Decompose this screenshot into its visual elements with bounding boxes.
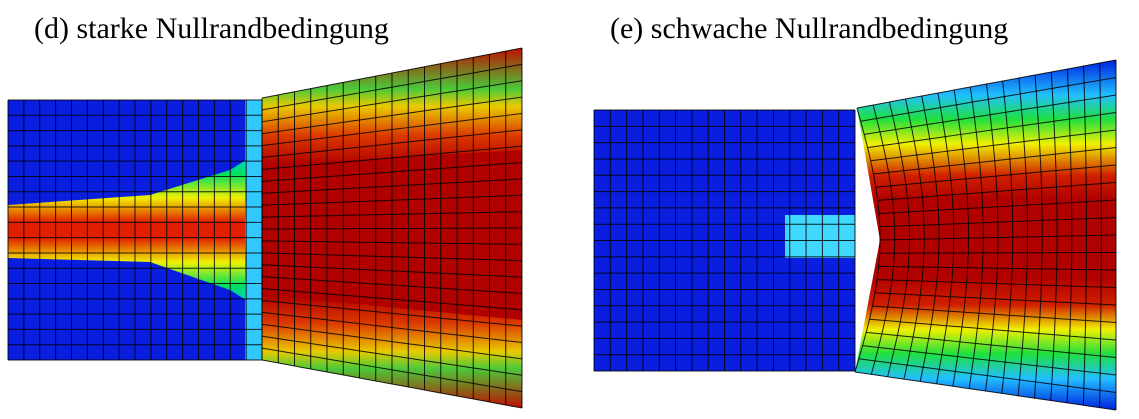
mesh-line: [877, 279, 1117, 288]
mesh-line: [878, 199, 1117, 215]
mesh-line: [261, 264, 523, 278]
mesh-line: [261, 227, 523, 230]
mesh-line: [261, 276, 523, 294]
field-right: [855, 60, 1116, 410]
mesh-line: [261, 162, 523, 182]
mesh-line: [867, 112, 1117, 149]
mesh-line: [261, 347, 523, 393]
mesh-line: [261, 63, 523, 111]
mesh-line: [261, 96, 523, 135]
mesh-line: [862, 345, 1117, 376]
mesh-line: [261, 359, 523, 409]
mesh-line: [858, 358, 1117, 393]
caption: (e) schwache Nullrandbedingung: [610, 12, 1008, 45]
caption: (d) starke Nullrandbedingung: [34, 12, 389, 45]
mesh-line: [261, 323, 523, 360]
mesh: [7, 47, 1117, 411]
mesh-line: [866, 331, 1117, 358]
mesh-line: [261, 299, 523, 327]
mesh-line: [261, 311, 523, 344]
mesh-line: [261, 145, 523, 170]
mesh-line: [261, 47, 523, 99]
mesh-line: [261, 194, 523, 206]
mesh-line: [261, 112, 523, 147]
mesh-line: [879, 217, 1117, 228]
mesh-line: [874, 292, 1117, 306]
mesh-line: [261, 252, 523, 262]
field-patch: [785, 215, 855, 258]
mesh-line: [877, 182, 1117, 201]
mesh-line: [860, 77, 1117, 122]
mesh-line: [854, 371, 1117, 411]
mesh-line: [873, 147, 1117, 175]
mesh-line: [261, 211, 523, 218]
mesh-line: [878, 265, 1117, 271]
mesh-line: [261, 335, 523, 376]
mesh-line: [261, 178, 523, 194]
mesh-line: [261, 240, 523, 245]
mesh-line: [856, 59, 1117, 109]
mesh-line: [864, 94, 1117, 135]
mesh-line: [875, 164, 1117, 188]
mesh-line: [872, 305, 1117, 323]
mesh-line: [261, 80, 523, 123]
mesh-line: [879, 234, 1117, 241]
mesh-line: [261, 129, 523, 159]
mesh-line: [261, 288, 523, 311]
mesh-line: [879, 252, 1117, 254]
field-edge: [245, 100, 262, 360]
mesh-line: [869, 318, 1117, 341]
mesh-line: [870, 129, 1117, 162]
